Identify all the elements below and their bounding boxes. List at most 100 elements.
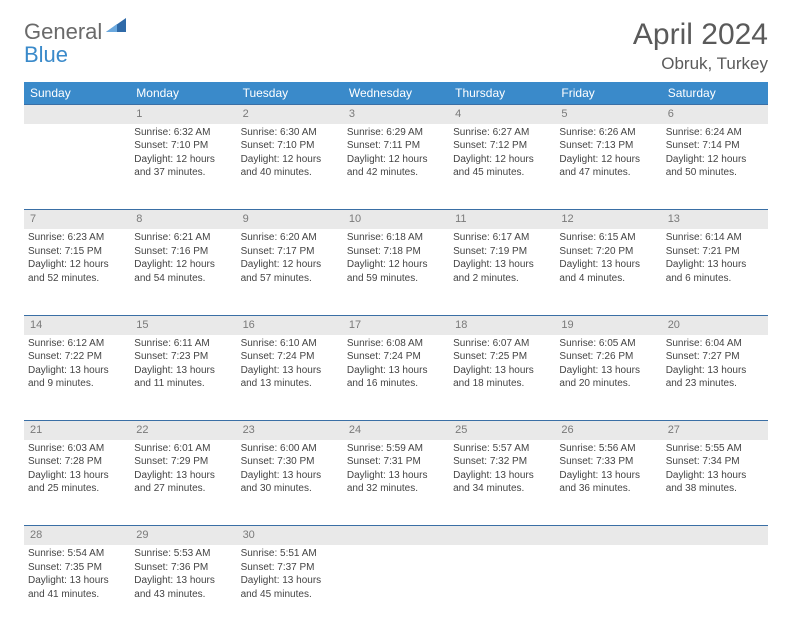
daylight-text: Daylight: 13 hours and 2 minutes.	[453, 258, 551, 285]
day-number-cell: 14	[24, 315, 130, 334]
day-info-row: Sunrise: 6:32 AMSunset: 7:10 PMDaylight:…	[24, 124, 768, 210]
daylight-text: Daylight: 13 hours and 9 minutes.	[28, 364, 126, 391]
day-number-cell: 6	[662, 105, 768, 124]
daylight-text: Daylight: 12 hours and 57 minutes.	[241, 258, 339, 285]
day-number-cell: 2	[237, 105, 343, 124]
day-info-cell: Sunrise: 6:07 AMSunset: 7:25 PMDaylight:…	[449, 335, 555, 421]
day-info-cell: Sunrise: 6:00 AMSunset: 7:30 PMDaylight:…	[237, 440, 343, 526]
day-number-cell	[343, 526, 449, 545]
sunset-text: Sunset: 7:25 PM	[453, 350, 551, 364]
brand-part2: Blue	[24, 42, 68, 67]
daylight-text: Daylight: 13 hours and 16 minutes.	[347, 364, 445, 391]
day-number-cell: 18	[449, 315, 555, 334]
calendar-table: Sunday Monday Tuesday Wednesday Thursday…	[24, 82, 768, 631]
page-header: General April 2024 Obruk, Turkey	[0, 0, 792, 82]
location-label: Obruk, Turkey	[633, 54, 768, 74]
day-info-cell: Sunrise: 5:55 AMSunset: 7:34 PMDaylight:…	[662, 440, 768, 526]
sunrise-text: Sunrise: 6:14 AM	[666, 231, 764, 245]
day-info-cell	[662, 545, 768, 631]
sunrise-text: Sunrise: 6:08 AM	[347, 337, 445, 351]
day-number-cell: 17	[343, 315, 449, 334]
sunset-text: Sunset: 7:15 PM	[28, 245, 126, 259]
day-number-cell: 24	[343, 421, 449, 440]
sunset-text: Sunset: 7:31 PM	[347, 455, 445, 469]
day-number-cell: 16	[237, 315, 343, 334]
daylight-text: Daylight: 12 hours and 50 minutes.	[666, 153, 764, 180]
day-info-cell: Sunrise: 6:03 AMSunset: 7:28 PMDaylight:…	[24, 440, 130, 526]
brand-logo: General	[24, 18, 128, 45]
day-info-cell: Sunrise: 6:23 AMSunset: 7:15 PMDaylight:…	[24, 229, 130, 315]
daylight-text: Daylight: 13 hours and 18 minutes.	[453, 364, 551, 391]
day-number-cell: 20	[662, 315, 768, 334]
sunrise-text: Sunrise: 6:17 AM	[453, 231, 551, 245]
sunrise-text: Sunrise: 5:51 AM	[241, 547, 339, 561]
day-header: Wednesday	[343, 82, 449, 105]
daylight-text: Daylight: 13 hours and 36 minutes.	[559, 469, 657, 496]
daynum-row: 21222324252627	[24, 421, 768, 440]
sunset-text: Sunset: 7:20 PM	[559, 245, 657, 259]
day-info-cell	[343, 545, 449, 631]
daylight-text: Daylight: 13 hours and 27 minutes.	[134, 469, 232, 496]
sunrise-text: Sunrise: 6:24 AM	[666, 126, 764, 140]
daylight-text: Daylight: 13 hours and 13 minutes.	[241, 364, 339, 391]
daylight-text: Daylight: 12 hours and 59 minutes.	[347, 258, 445, 285]
day-info-cell: Sunrise: 6:24 AMSunset: 7:14 PMDaylight:…	[662, 124, 768, 210]
day-number-cell	[24, 105, 130, 124]
daylight-text: Daylight: 12 hours and 42 minutes.	[347, 153, 445, 180]
title-block: April 2024 Obruk, Turkey	[633, 18, 768, 74]
daylight-text: Daylight: 13 hours and 43 minutes.	[134, 574, 232, 601]
day-number-cell: 10	[343, 210, 449, 229]
day-number-cell: 8	[130, 210, 236, 229]
daylight-text: Daylight: 13 hours and 30 minutes.	[241, 469, 339, 496]
day-header: Tuesday	[237, 82, 343, 105]
day-info-cell: Sunrise: 6:08 AMSunset: 7:24 PMDaylight:…	[343, 335, 449, 421]
day-info-row: Sunrise: 6:23 AMSunset: 7:15 PMDaylight:…	[24, 229, 768, 315]
day-info-cell	[24, 124, 130, 210]
day-header: Thursday	[449, 82, 555, 105]
daylight-text: Daylight: 12 hours and 40 minutes.	[241, 153, 339, 180]
sunset-text: Sunset: 7:30 PM	[241, 455, 339, 469]
sunrise-text: Sunrise: 5:53 AM	[134, 547, 232, 561]
day-number-cell: 30	[237, 526, 343, 545]
sunset-text: Sunset: 7:28 PM	[28, 455, 126, 469]
day-number-cell: 5	[555, 105, 661, 124]
sunrise-text: Sunrise: 6:21 AM	[134, 231, 232, 245]
sunset-text: Sunset: 7:24 PM	[347, 350, 445, 364]
sunset-text: Sunset: 7:17 PM	[241, 245, 339, 259]
sunrise-text: Sunrise: 6:05 AM	[559, 337, 657, 351]
sunset-text: Sunset: 7:29 PM	[134, 455, 232, 469]
day-info-cell: Sunrise: 6:12 AMSunset: 7:22 PMDaylight:…	[24, 335, 130, 421]
sunset-text: Sunset: 7:37 PM	[241, 561, 339, 575]
daylight-text: Daylight: 13 hours and 6 minutes.	[666, 258, 764, 285]
sunrise-text: Sunrise: 6:32 AM	[134, 126, 232, 140]
day-info-cell: Sunrise: 6:29 AMSunset: 7:11 PMDaylight:…	[343, 124, 449, 210]
daylight-text: Daylight: 12 hours and 52 minutes.	[28, 258, 126, 285]
day-number-cell: 28	[24, 526, 130, 545]
daynum-row: 123456	[24, 105, 768, 124]
sunset-text: Sunset: 7:26 PM	[559, 350, 657, 364]
day-info-cell: Sunrise: 5:54 AMSunset: 7:35 PMDaylight:…	[24, 545, 130, 631]
month-title: April 2024	[633, 18, 768, 52]
day-info-cell: Sunrise: 6:17 AMSunset: 7:19 PMDaylight:…	[449, 229, 555, 315]
sunrise-text: Sunrise: 6:30 AM	[241, 126, 339, 140]
day-number-cell: 27	[662, 421, 768, 440]
sunrise-text: Sunrise: 5:57 AM	[453, 442, 551, 456]
day-number-cell: 12	[555, 210, 661, 229]
daylight-text: Daylight: 13 hours and 34 minutes.	[453, 469, 551, 496]
daylight-text: Daylight: 12 hours and 54 minutes.	[134, 258, 232, 285]
day-number-cell: 21	[24, 421, 130, 440]
day-number-cell: 11	[449, 210, 555, 229]
sunset-text: Sunset: 7:24 PM	[241, 350, 339, 364]
day-info-cell: Sunrise: 6:20 AMSunset: 7:17 PMDaylight:…	[237, 229, 343, 315]
sunset-text: Sunset: 7:10 PM	[241, 139, 339, 153]
day-info-cell: Sunrise: 6:18 AMSunset: 7:18 PMDaylight:…	[343, 229, 449, 315]
day-info-cell: Sunrise: 6:14 AMSunset: 7:21 PMDaylight:…	[662, 229, 768, 315]
day-header: Sunday	[24, 82, 130, 105]
daynum-row: 78910111213	[24, 210, 768, 229]
brand-part1: General	[24, 19, 102, 45]
day-number-cell: 7	[24, 210, 130, 229]
daylight-text: Daylight: 13 hours and 25 minutes.	[28, 469, 126, 496]
sunset-text: Sunset: 7:33 PM	[559, 455, 657, 469]
daylight-text: Daylight: 13 hours and 4 minutes.	[559, 258, 657, 285]
day-info-cell: Sunrise: 6:21 AMSunset: 7:16 PMDaylight:…	[130, 229, 236, 315]
